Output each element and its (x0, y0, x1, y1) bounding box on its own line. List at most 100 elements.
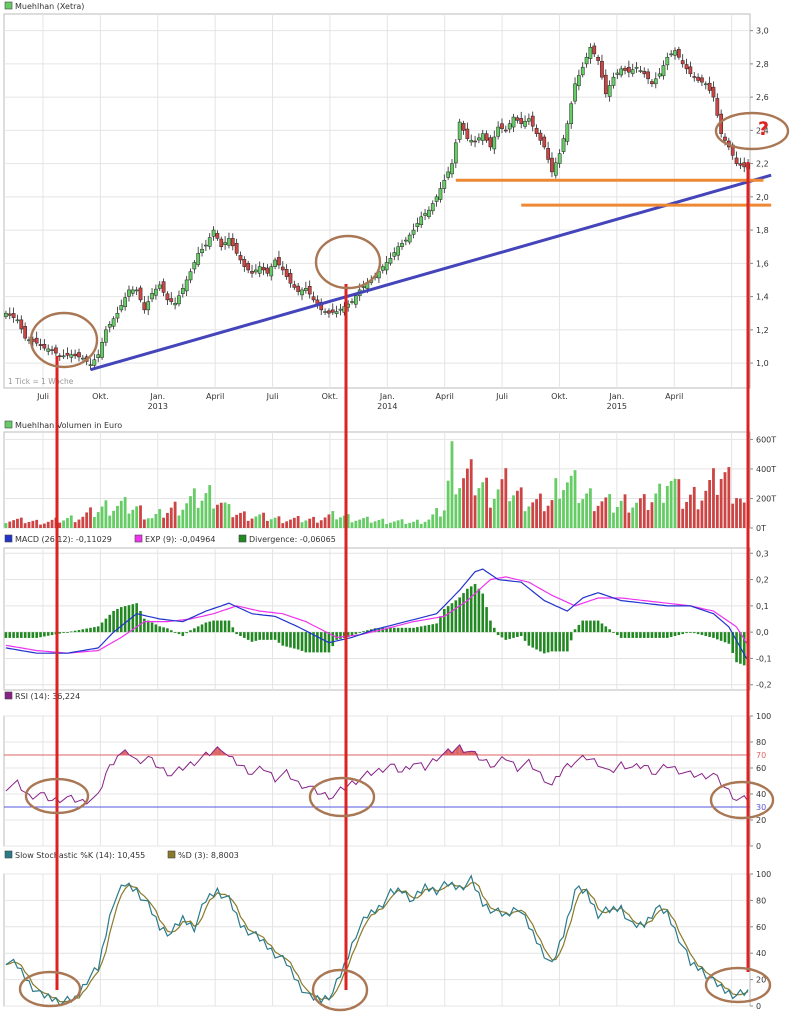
candle-up (362, 287, 365, 288)
divergence-bar (285, 632, 288, 646)
x-tick-label: Okt. (322, 392, 339, 401)
divergence-bar (685, 632, 688, 633)
divergence-bar (108, 615, 111, 632)
candle-up (662, 66, 665, 76)
divergence-bar (566, 632, 569, 651)
divergence-bar (581, 621, 584, 633)
volume-bar (308, 519, 311, 528)
divergence-bar (251, 632, 254, 642)
rsi-level-label: 30 (756, 803, 766, 812)
volume-bar (35, 520, 38, 528)
candle-up (4, 313, 7, 316)
candle-up (124, 298, 127, 307)
candle-up (447, 172, 450, 178)
divergence-bar (301, 632, 304, 651)
x-tick-label: Juli (266, 392, 279, 401)
y-tick-label: 100 (756, 870, 771, 879)
volume-bar (351, 522, 354, 528)
candle-up (673, 51, 676, 56)
volume-bar (435, 508, 438, 528)
volume-bar (716, 495, 719, 528)
volume-bar (89, 507, 92, 528)
price-plot-frame (4, 14, 750, 388)
divergence-bar (151, 623, 154, 633)
divergence-bar (70, 631, 73, 632)
divergence-bar (428, 625, 431, 632)
volume-bar (105, 500, 108, 528)
candle-down (500, 124, 503, 129)
volume-bar (524, 511, 527, 528)
volume-plot-frame (4, 432, 750, 528)
volume-bar (331, 511, 334, 528)
volume-bar (481, 482, 484, 528)
y-tick-label: 100 (756, 712, 771, 721)
volume-bar (62, 520, 65, 528)
volume-bar (531, 502, 534, 528)
volume-bar (358, 520, 361, 528)
candle-down (547, 148, 550, 159)
candle-down (604, 75, 607, 94)
divergence-bar (555, 632, 558, 651)
candle-up (616, 73, 619, 74)
candle-up (120, 305, 123, 309)
candle-up (589, 47, 592, 58)
volume-bar (512, 495, 515, 528)
volume-bar (189, 496, 192, 528)
divergence-bar (497, 632, 500, 635)
candle-up (339, 309, 342, 310)
volume-bar (677, 479, 680, 528)
candle-down (520, 118, 523, 123)
volume-bar (39, 525, 42, 528)
volume-bar (662, 503, 665, 528)
candle-up (181, 288, 184, 293)
candle-up (404, 240, 407, 241)
volume-bar (112, 511, 115, 528)
divergence-bar (401, 628, 404, 632)
volume-bar (289, 520, 292, 528)
candle-down (539, 133, 542, 140)
candle-down (20, 320, 23, 329)
volume-bar (197, 508, 200, 528)
y-tick-label: 1,0 (756, 359, 769, 368)
divergence-bar (185, 632, 188, 633)
divergence-bar (435, 623, 438, 632)
question-mark: ? (758, 118, 769, 140)
candle-down (12, 313, 15, 317)
divergence-bar (97, 626, 100, 632)
divergence-bar (647, 632, 650, 638)
x-year-label: 2013 (148, 402, 168, 411)
candle-up (639, 71, 642, 72)
candle-down (66, 353, 69, 355)
candle-up (477, 138, 480, 140)
volume-bar (124, 497, 127, 528)
volume-bar (74, 522, 77, 528)
divergence-bar (701, 632, 704, 635)
volume-bar (116, 506, 119, 528)
volume-bar (439, 516, 442, 528)
y-tick-label: 2,8 (756, 60, 769, 69)
y-tick-label: 20 (756, 816, 766, 825)
volume-bar (316, 523, 319, 528)
divergence-bar (662, 632, 665, 638)
candle-down (743, 163, 746, 167)
volume-bar (404, 524, 407, 528)
y-tick-label: 60 (756, 764, 766, 773)
y-tick-label: 1,2 (756, 326, 769, 335)
divergence-bar (47, 632, 50, 636)
candle-down (597, 57, 600, 60)
divergence-bar (528, 632, 531, 645)
volume-bar (651, 502, 654, 528)
candle-up (420, 217, 423, 225)
volume-bar (666, 486, 669, 528)
volume-bar (608, 494, 611, 528)
volume-bar (139, 505, 142, 528)
volume-bar (570, 476, 573, 528)
divergence-bar (389, 628, 392, 632)
divergence-bar (689, 632, 692, 633)
candle-down (627, 67, 630, 72)
volume-bar (485, 478, 488, 528)
volume-bar (339, 517, 342, 528)
divergence-bar (51, 632, 54, 635)
macd-legend-label: EXP (9): -0,04964 (145, 535, 215, 544)
